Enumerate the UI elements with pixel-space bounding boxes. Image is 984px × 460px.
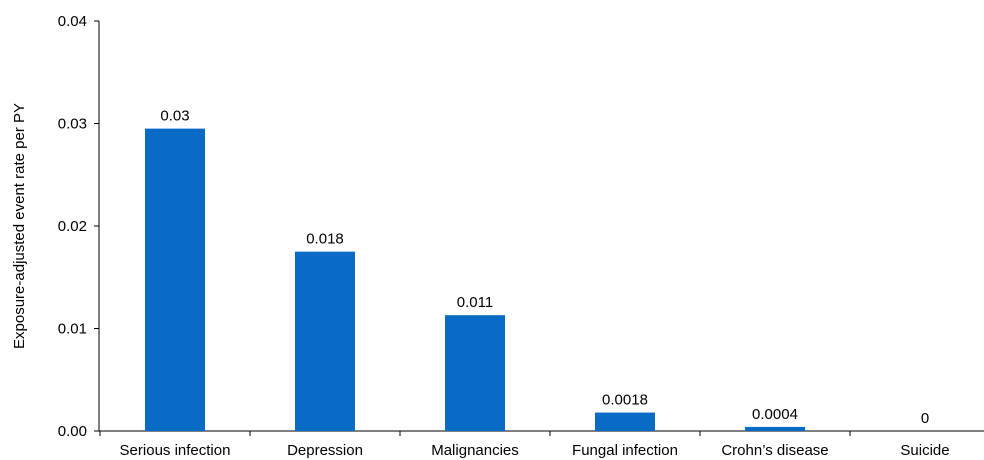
category-label: Serious infection <box>120 442 231 459</box>
category-label: Fungal infection <box>572 442 678 459</box>
data-label: 0.0018 <box>602 392 648 409</box>
data-labels: 0.03 0.018 0.011 0.0018 0.0004 0 <box>160 108 929 427</box>
bar <box>595 412 655 431</box>
category-label: Crohn’s disease <box>721 442 828 459</box>
y-tick-label: 0.02 <box>58 218 87 235</box>
bar <box>295 251 355 431</box>
y-ticks: 0.00 0.01 0.02 0.03 0.04 <box>58 13 99 440</box>
bar <box>745 426 805 431</box>
data-label: 0.011 <box>457 294 493 311</box>
bar <box>445 315 505 431</box>
bar <box>145 128 205 431</box>
y-axis-title: Exposure-adjusted event rate per PY <box>11 103 28 349</box>
y-tick-label: 0.03 <box>58 116 87 133</box>
data-label: 0.03 <box>160 108 189 125</box>
category-labels: Serious infection Depression Malignancies F… <box>99 431 950 459</box>
y-tick-label: 0.00 <box>58 423 87 440</box>
y-tick-label: 0.01 <box>58 321 87 338</box>
data-label: 0 <box>921 410 929 427</box>
category-label: Suicide <box>900 442 949 459</box>
y-tick-label: 0.04 <box>58 13 87 30</box>
category-label: Malignancies <box>431 442 519 459</box>
category-label: Depression <box>287 442 363 459</box>
data-label: 0.0004 <box>752 406 798 423</box>
bars <box>145 128 805 431</box>
data-label: 0.018 <box>306 231 344 248</box>
